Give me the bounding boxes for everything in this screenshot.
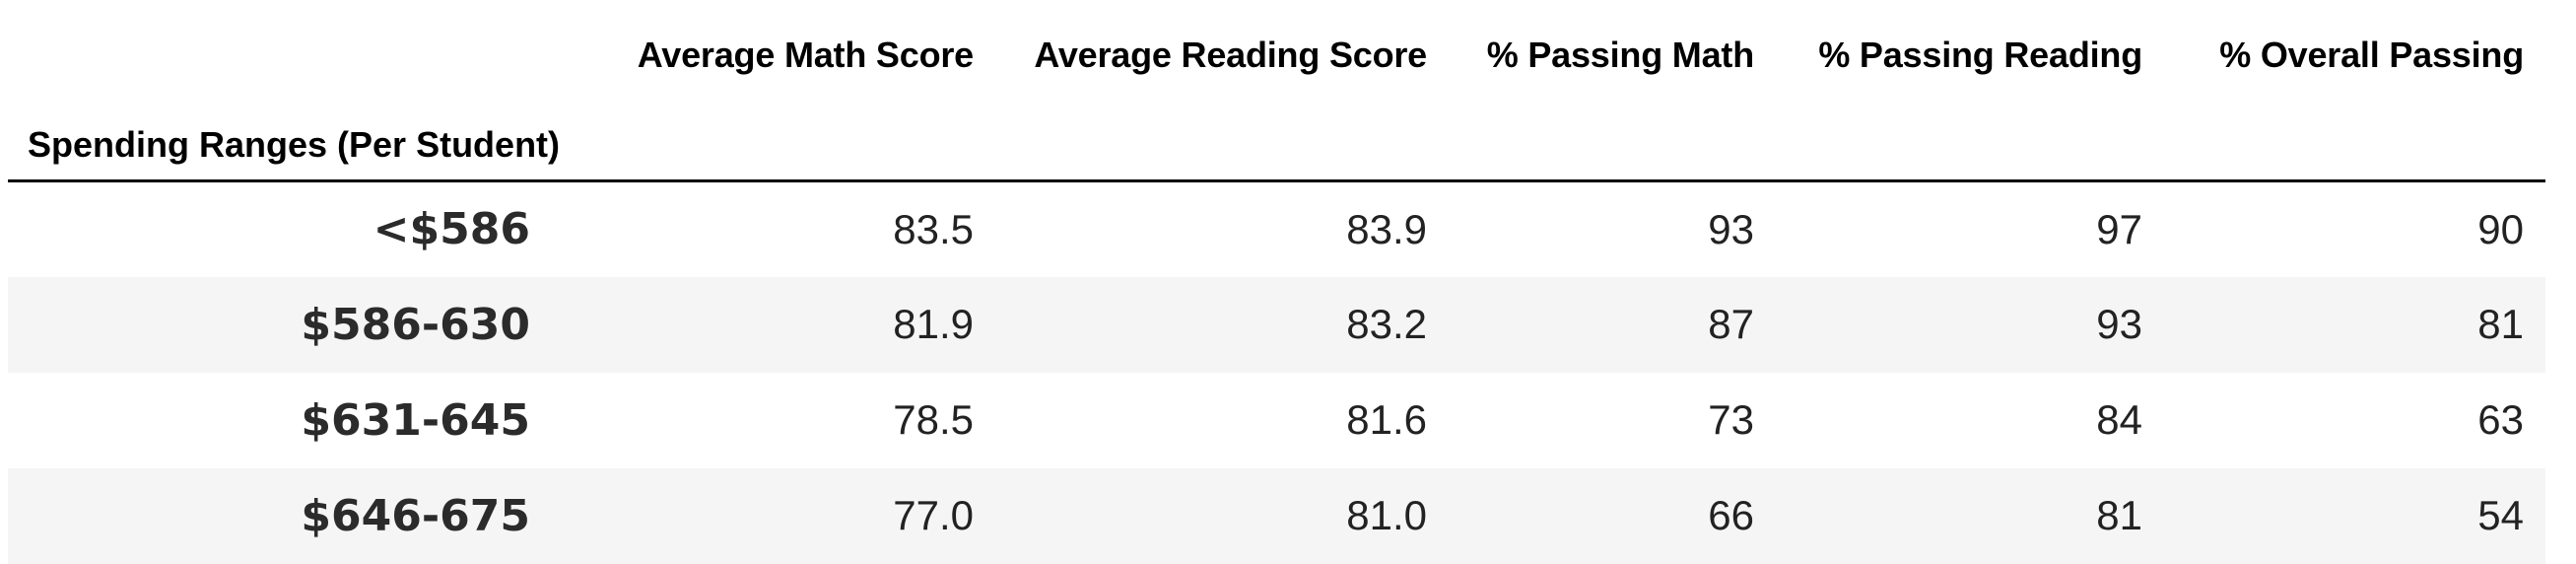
row-label: $631-645 bbox=[301, 394, 530, 446]
index-name-row: Spending Ranges (Per Student) bbox=[8, 110, 2545, 182]
cell-avg-math: 81.9 bbox=[893, 301, 974, 347]
table-row: <$586 83.5 83.9 93 97 90 bbox=[8, 180, 2545, 277]
cell-pct-pass-math: 93 bbox=[1708, 205, 1754, 252]
index-name-spacer bbox=[1776, 110, 2164, 182]
cell-avg-reading: 83.2 bbox=[1346, 301, 1427, 347]
cell-avg-reading: 81.6 bbox=[1346, 396, 1427, 443]
row-label: $586-630 bbox=[301, 299, 530, 350]
index-name-spacer bbox=[995, 110, 1449, 182]
table-row: $586-630 81.9 83.2 87 93 81 bbox=[8, 276, 2545, 373]
row-label: <$586 bbox=[373, 204, 530, 255]
column-header-pct-overall: % Overall Passing bbox=[2219, 35, 2524, 75]
cell-pct-pass-reading: 84 bbox=[2096, 396, 2142, 443]
column-header-row: Average Math Score Average Reading Score… bbox=[8, 0, 2545, 110]
column-header-avg-reading: Average Reading Score bbox=[1034, 35, 1427, 75]
cell-pct-overall: 81 bbox=[2477, 301, 2524, 347]
table-row: $631-645 78.5 81.6 73 84 63 bbox=[8, 372, 2545, 468]
cell-pct-pass-reading: 81 bbox=[2096, 492, 2142, 538]
cell-pct-pass-math: 73 bbox=[1708, 396, 1754, 443]
cell-pct-pass-math: 87 bbox=[1708, 301, 1754, 347]
index-name-spacer bbox=[570, 110, 995, 182]
cell-pct-overall: 54 bbox=[2477, 492, 2524, 538]
cell-avg-math: 77.0 bbox=[893, 492, 974, 538]
cell-avg-math: 83.5 bbox=[893, 205, 974, 252]
column-header-pct-pass-math: % Passing Math bbox=[1486, 35, 1754, 75]
cell-pct-overall: 90 bbox=[2477, 205, 2524, 252]
index-name-spacer bbox=[1449, 110, 1776, 182]
table-header: Average Math Score Average Reading Score… bbox=[8, 0, 2545, 182]
table-row: $646-675 77.0 81.0 66 81 54 bbox=[8, 467, 2545, 564]
table-body: <$586 83.5 83.9 93 97 90 $586-630 81.9 8… bbox=[8, 180, 2545, 564]
cell-avg-reading: 81.0 bbox=[1346, 492, 1427, 538]
column-header-avg-math: Average Math Score bbox=[637, 35, 974, 75]
index-name-header: Spending Ranges (Per Student) bbox=[8, 110, 570, 182]
cell-avg-math: 78.5 bbox=[893, 396, 974, 443]
column-header-pct-pass-reading: % Passing Reading bbox=[1818, 35, 2142, 75]
cell-avg-reading: 83.9 bbox=[1346, 205, 1427, 252]
index-name-spacer bbox=[2164, 110, 2545, 182]
row-label: $646-675 bbox=[301, 490, 530, 541]
cell-pct-pass-reading: 93 bbox=[2096, 301, 2142, 347]
cell-pct-pass-reading: 97 bbox=[2096, 205, 2142, 252]
cell-pct-overall: 63 bbox=[2477, 396, 2524, 443]
cell-pct-pass-math: 66 bbox=[1708, 492, 1754, 538]
spending-ranges-table: Average Math Score Average Reading Score… bbox=[8, 0, 2545, 564]
corner-cell bbox=[8, 0, 570, 110]
